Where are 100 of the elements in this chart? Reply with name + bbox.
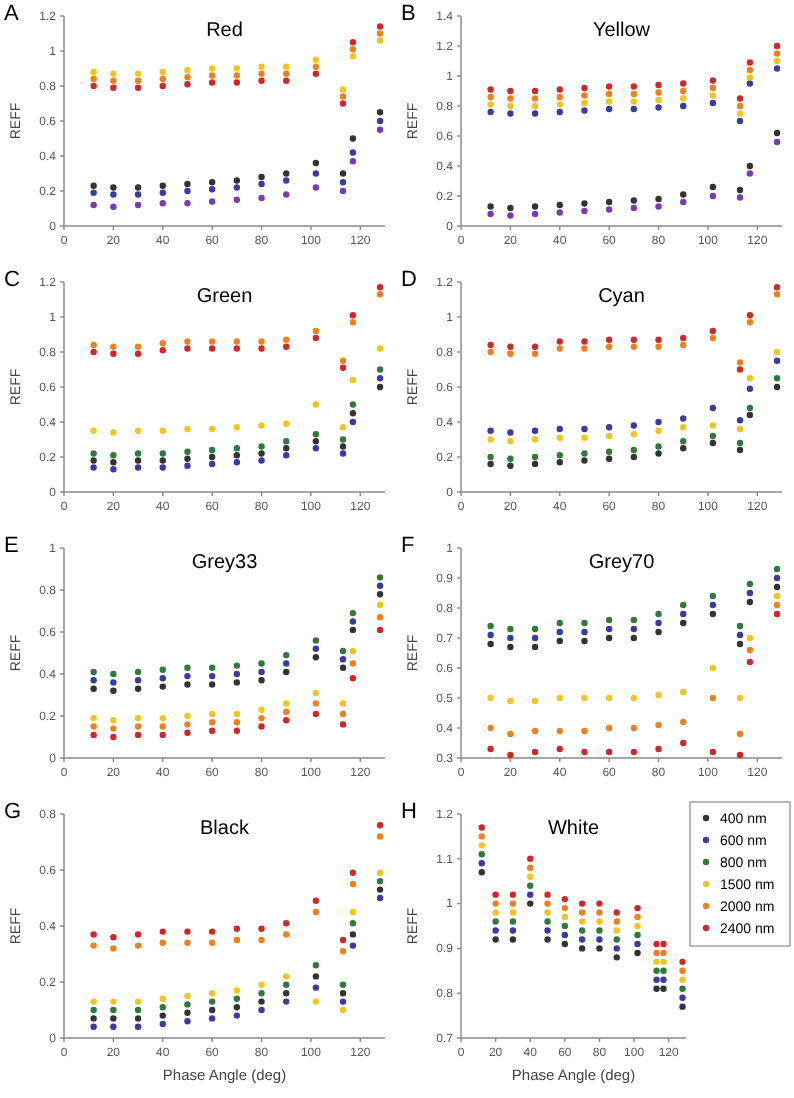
point: [487, 694, 494, 702]
point: [655, 89, 662, 96]
point: [736, 359, 744, 366]
point: [258, 63, 265, 70]
point: [634, 949, 641, 957]
point: [736, 439, 744, 447]
point: [680, 718, 687, 726]
point: [561, 904, 569, 912]
point: [660, 985, 667, 992]
point: [605, 206, 613, 213]
point: [376, 284, 384, 291]
point: [507, 350, 514, 357]
point: [655, 691, 662, 699]
point: [258, 345, 265, 352]
point: [339, 1006, 347, 1014]
point: [90, 1006, 97, 1014]
point: [258, 173, 265, 181]
point: [613, 945, 620, 952]
point: [159, 1012, 166, 1019]
point: [233, 936, 241, 944]
point: [258, 925, 265, 932]
point: [110, 84, 117, 91]
point: [283, 668, 290, 676]
point: [283, 981, 290, 988]
point: [507, 751, 514, 759]
point: [746, 319, 754, 326]
point: [159, 1020, 166, 1028]
point: [90, 341, 97, 349]
point: [110, 466, 117, 473]
point: [736, 425, 744, 433]
point: [556, 425, 563, 433]
point: [556, 745, 563, 753]
point: [709, 610, 717, 618]
point: [605, 90, 613, 98]
point: [605, 105, 613, 113]
point: [90, 75, 97, 83]
point: [159, 464, 166, 471]
point: [312, 445, 320, 452]
point: [110, 717, 117, 724]
point: [134, 77, 142, 84]
point: [110, 687, 117, 694]
point: [556, 101, 563, 108]
point: [110, 459, 117, 466]
point: [655, 745, 662, 753]
point: [680, 438, 687, 445]
point: [312, 908, 320, 916]
point: [90, 182, 97, 189]
point: [596, 918, 603, 925]
point: [773, 138, 781, 146]
point: [110, 203, 117, 210]
point: [773, 291, 781, 298]
point: [349, 319, 357, 326]
point: [134, 931, 142, 938]
point: [90, 677, 97, 684]
point: [613, 927, 620, 934]
point: [507, 343, 514, 350]
point: [258, 1006, 265, 1014]
point: [653, 958, 660, 966]
point: [736, 110, 744, 117]
point: [339, 664, 347, 671]
point: [208, 1006, 216, 1014]
point: [208, 72, 216, 79]
point: [578, 909, 586, 916]
point: [596, 936, 603, 943]
point: [581, 637, 588, 645]
point: [527, 891, 534, 898]
point: [90, 714, 97, 722]
point: [773, 610, 781, 618]
point: [159, 675, 166, 682]
point: [746, 598, 754, 606]
point: [312, 654, 320, 661]
point: [349, 626, 357, 634]
chart-title: White: [547, 818, 600, 840]
point: [159, 666, 166, 673]
point: [283, 336, 290, 343]
point: [208, 425, 216, 433]
point: [184, 200, 191, 207]
point: [283, 70, 290, 77]
point: [556, 628, 563, 636]
point: [110, 77, 117, 84]
point: [349, 647, 357, 655]
point: [487, 745, 494, 753]
point: [376, 833, 384, 840]
point: [376, 345, 384, 352]
point: [233, 184, 241, 191]
point: [339, 436, 347, 443]
point: [184, 74, 191, 81]
point: [709, 77, 717, 84]
point: [709, 334, 717, 342]
point: [605, 424, 613, 431]
point: [655, 721, 662, 729]
point: [746, 312, 754, 319]
point: [531, 102, 539, 110]
point: [376, 886, 384, 893]
point: [184, 448, 191, 455]
point: [233, 177, 241, 184]
point: [134, 457, 142, 464]
point: [233, 345, 241, 352]
point: [376, 126, 384, 133]
text: H: [401, 800, 417, 824]
